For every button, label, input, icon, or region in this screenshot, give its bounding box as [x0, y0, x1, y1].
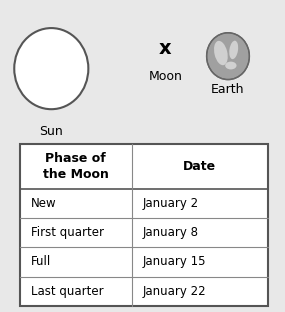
Ellipse shape: [225, 62, 237, 70]
FancyBboxPatch shape: [20, 144, 268, 306]
Text: Full: Full: [31, 256, 52, 268]
Text: January 2: January 2: [143, 197, 199, 210]
Text: Date: Date: [183, 160, 216, 173]
Text: January 8: January 8: [143, 226, 199, 239]
Text: January 22: January 22: [143, 285, 207, 298]
Text: New: New: [31, 197, 57, 210]
Text: First quarter: First quarter: [31, 226, 104, 239]
Text: Earth: Earth: [211, 83, 245, 96]
Ellipse shape: [214, 41, 228, 65]
Text: Moon: Moon: [148, 70, 182, 83]
Text: x: x: [159, 39, 172, 58]
Text: Sun: Sun: [39, 125, 63, 138]
Ellipse shape: [229, 41, 238, 59]
Text: January 15: January 15: [143, 256, 206, 268]
Text: Phase of
the Moon: Phase of the Moon: [43, 152, 109, 181]
Circle shape: [207, 33, 249, 80]
Text: Last quarter: Last quarter: [31, 285, 104, 298]
Circle shape: [14, 28, 88, 109]
